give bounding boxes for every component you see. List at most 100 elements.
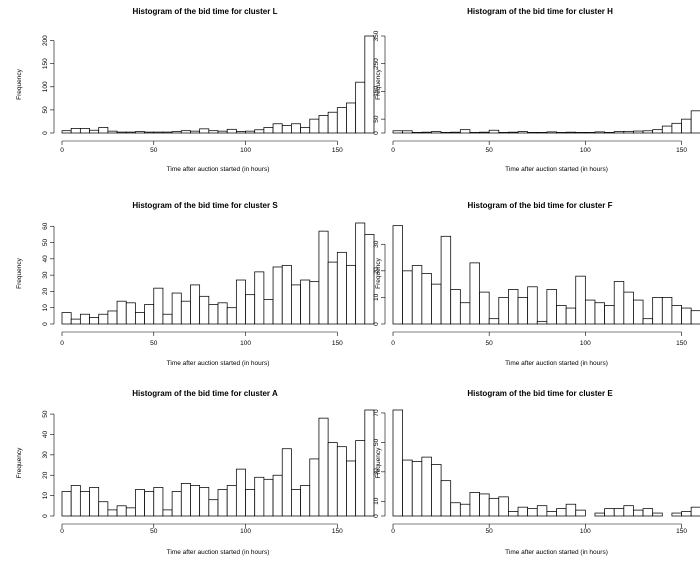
y-tick-label: 150 bbox=[373, 86, 380, 97]
histogram-bar bbox=[61, 130, 72, 134]
histogram-bar bbox=[450, 289, 461, 325]
histogram-bar bbox=[272, 266, 283, 325]
histogram-bar bbox=[281, 125, 292, 134]
histogram-bar bbox=[281, 264, 292, 325]
histogram-bar bbox=[98, 127, 109, 134]
histogram-bar bbox=[488, 129, 500, 134]
histogram-bar bbox=[70, 128, 81, 134]
histogram-bar bbox=[135, 489, 145, 517]
histogram-bar bbox=[652, 512, 663, 517]
histogram-bar bbox=[469, 132, 480, 134]
histogram-bar bbox=[98, 501, 109, 517]
histogram-bar bbox=[623, 505, 634, 517]
histogram-bar bbox=[565, 307, 577, 325]
histogram-bar bbox=[263, 478, 274, 517]
chart-title: Histogram of the bid time for cluster L bbox=[133, 7, 278, 16]
x-tick-label: 50 bbox=[150, 528, 158, 535]
y-tick-label: 40 bbox=[42, 255, 49, 263]
histogram-bar bbox=[125, 302, 136, 325]
histogram-bar bbox=[536, 320, 548, 325]
histogram-bar bbox=[254, 271, 265, 325]
x-tick-label: 0 bbox=[60, 528, 64, 535]
histogram-bar bbox=[291, 489, 301, 517]
x-tick-label: 0 bbox=[391, 340, 395, 347]
histogram-bar bbox=[450, 502, 461, 517]
histogram-bar bbox=[411, 461, 423, 517]
y-tick-label: 50 bbox=[42, 410, 49, 418]
y-axis-label: Frequency bbox=[16, 68, 23, 99]
chart-title: Histogram of the bid time for cluster H bbox=[467, 7, 613, 16]
y-tick-label: 0 bbox=[42, 322, 49, 326]
histogram-bar bbox=[125, 507, 136, 517]
histogram-bar bbox=[440, 132, 452, 134]
histogram-bar bbox=[309, 458, 320, 517]
histogram-bar bbox=[254, 129, 265, 134]
histogram-bar bbox=[254, 476, 265, 517]
histogram-bar bbox=[281, 448, 292, 517]
histogram-bar bbox=[671, 305, 682, 325]
histogram-bar bbox=[431, 131, 442, 134]
histogram-bar bbox=[565, 131, 577, 134]
histogram-bar bbox=[661, 125, 673, 134]
histogram-bar bbox=[642, 318, 654, 325]
histogram-bar bbox=[291, 123, 301, 134]
histogram-bar bbox=[652, 129, 663, 134]
histogram-bar bbox=[327, 111, 338, 134]
x-tick-label: 50 bbox=[486, 528, 494, 535]
x-axis-label: Time after auction started (in hours) bbox=[167, 549, 270, 556]
x-tick-label: 100 bbox=[580, 147, 591, 154]
histogram-bar bbox=[594, 302, 605, 325]
y-tick-label: 30 bbox=[42, 451, 49, 459]
y-tick-label: 0 bbox=[42, 514, 49, 518]
histogram-bar bbox=[116, 131, 127, 134]
histogram-bar bbox=[556, 132, 567, 134]
histogram-bar bbox=[217, 130, 228, 134]
histogram-panel: Histogram of the bid time for cluster E 0… bbox=[373, 389, 700, 556]
histogram-bar bbox=[546, 289, 557, 325]
histogram-bar bbox=[392, 130, 403, 134]
histogram-bar bbox=[70, 485, 81, 517]
x-axis-label: Time after auction started (in hours) bbox=[505, 549, 608, 556]
x-tick-label: 50 bbox=[486, 340, 494, 347]
y-tick-label: 30 bbox=[373, 468, 380, 476]
y-tick-label: 350 bbox=[373, 30, 380, 41]
histogram-bar bbox=[309, 118, 320, 134]
histogram-panel: Histogram of the bid time for cluster H 0… bbox=[373, 7, 700, 173]
histogram-bar bbox=[107, 130, 118, 134]
y-tick-label: 10 bbox=[42, 492, 49, 500]
histogram-bar bbox=[226, 307, 237, 325]
histogram-bar bbox=[355, 440, 366, 517]
histogram-bar bbox=[661, 297, 673, 325]
histogram-panel: Histogram of the bid time for cluster F 0… bbox=[373, 201, 700, 367]
y-tick-label: 50 bbox=[373, 438, 380, 446]
histogram-bar bbox=[556, 305, 567, 325]
histogram-bar bbox=[208, 130, 219, 134]
histogram-bar bbox=[440, 480, 452, 517]
histogram-bar bbox=[594, 131, 605, 134]
histogram-bar bbox=[604, 508, 615, 517]
histogram-bar bbox=[61, 491, 72, 517]
histogram-bar bbox=[235, 131, 246, 134]
x-tick-label: 100 bbox=[240, 528, 251, 535]
histogram-bar bbox=[300, 127, 311, 134]
histogram-bar bbox=[79, 128, 90, 134]
histogram-bar bbox=[642, 130, 654, 134]
histogram-bar bbox=[300, 279, 311, 325]
y-axis-label: Frequency bbox=[375, 447, 382, 478]
histogram-bar bbox=[346, 102, 357, 134]
x-tick-label: 100 bbox=[240, 147, 251, 154]
histogram-bar bbox=[421, 131, 432, 134]
histogram-bar bbox=[162, 131, 173, 134]
histogram-bar bbox=[107, 310, 118, 325]
histogram-bar bbox=[346, 460, 357, 517]
histogram-bar bbox=[199, 295, 210, 325]
histogram-bar bbox=[652, 297, 663, 325]
histogram-bar bbox=[125, 131, 136, 134]
histogram-bar bbox=[411, 265, 423, 325]
histogram-bar bbox=[364, 35, 375, 134]
histogram-bar bbox=[235, 468, 246, 517]
histogram-bar bbox=[144, 491, 155, 517]
histogram-bar bbox=[135, 131, 145, 134]
y-tick-label: 50 bbox=[42, 239, 49, 247]
